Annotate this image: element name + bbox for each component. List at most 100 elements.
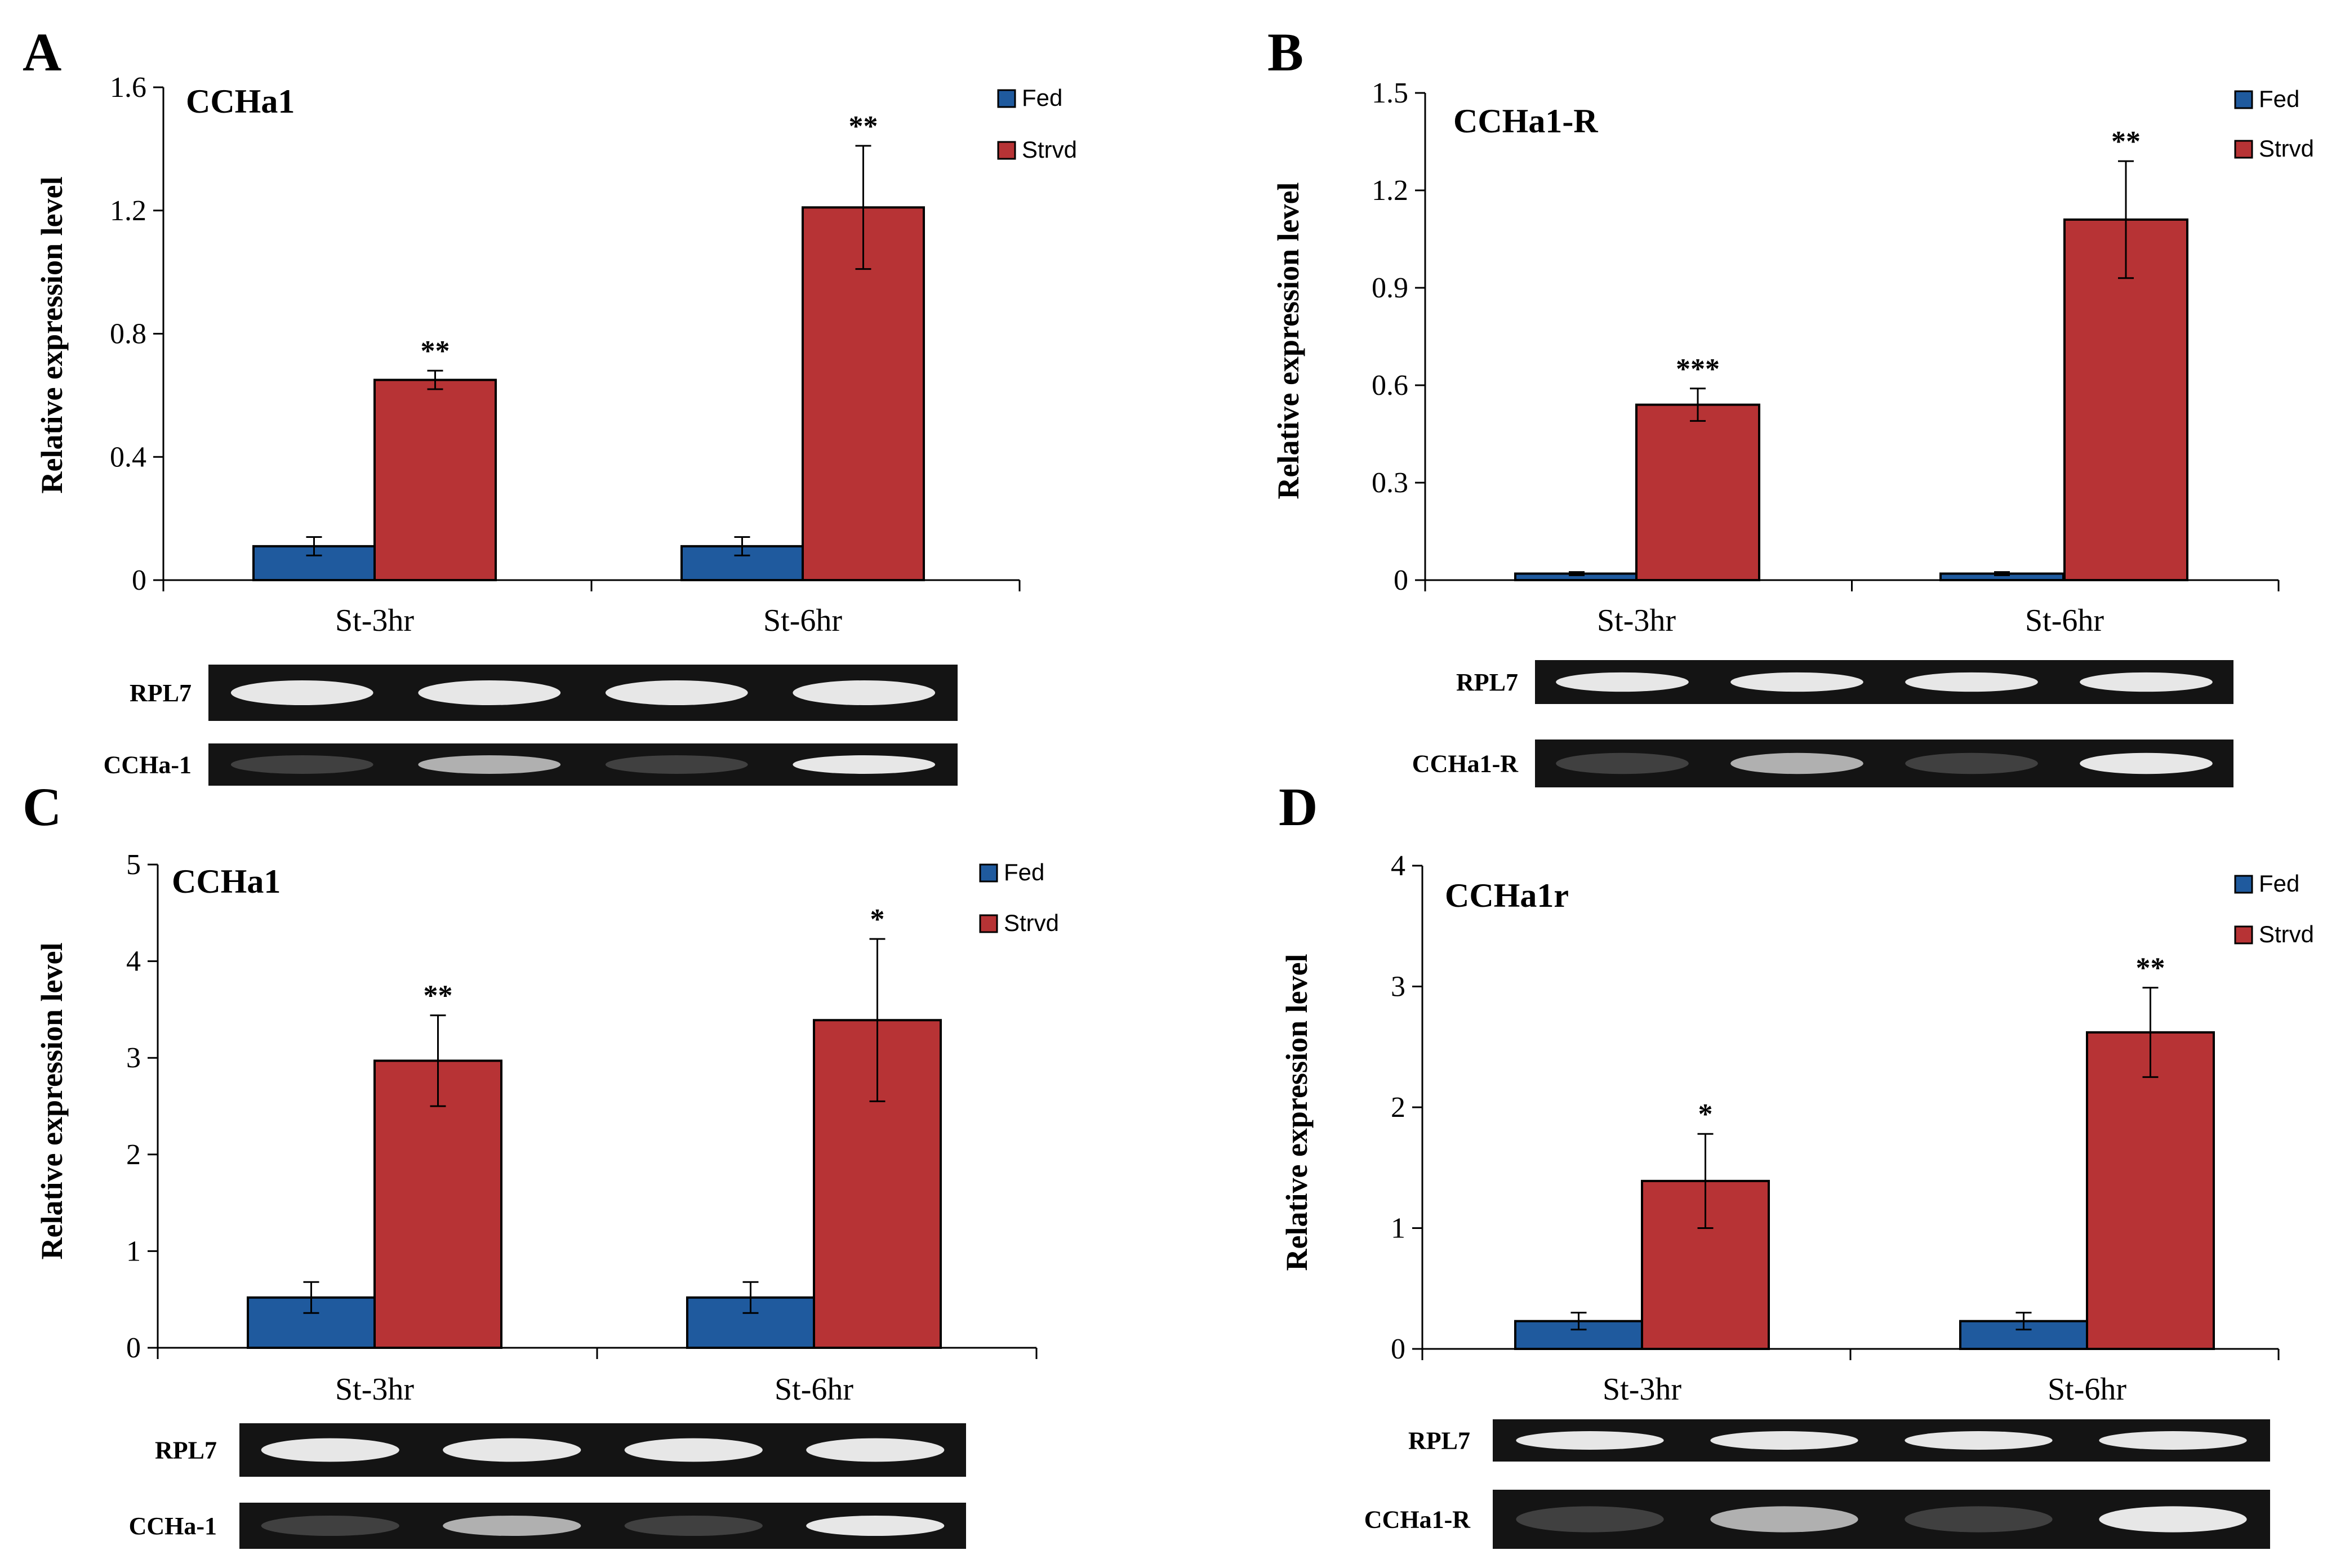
gel-label: RPL7 (155, 1437, 217, 1464)
gel-label: CCHa-1 (104, 751, 192, 779)
panel-letter: B (1267, 22, 1303, 82)
gel-band (1905, 672, 2038, 692)
y-axis-label: Relative expression level (1280, 954, 1314, 1271)
legend-swatch-fed (997, 89, 1016, 108)
y-tick-label: 0.8 (110, 318, 146, 350)
legend-label-fed: Fed (2259, 870, 2299, 897)
y-tick-label: 4 (126, 946, 141, 978)
y-tick-label: 0 (1391, 1333, 1405, 1365)
gel-band (443, 1438, 581, 1462)
y-tick-label: 1.6 (110, 72, 146, 104)
y-tick-label: 3 (126, 1042, 141, 1074)
significance-label: ** (424, 980, 453, 1012)
y-tick-label: 1.2 (110, 195, 146, 227)
significance-label: *** (1676, 353, 1720, 385)
x-tick-label: St-3hr (1603, 1372, 1681, 1407)
chart-title: CCHa1-R (1453, 103, 1598, 140)
gel-band (1730, 752, 1863, 774)
gel-band (2080, 752, 2213, 774)
y-tick-label: 3 (1391, 971, 1405, 1003)
gel-band (624, 1438, 763, 1462)
gel-label: CCHa1-R (1412, 750, 1519, 778)
x-tick-label: St-3hr (335, 1372, 414, 1407)
gel-band (605, 755, 748, 774)
chart-title: CCHa1 (172, 863, 281, 900)
y-tick-label: 0 (132, 564, 146, 596)
legend-swatch-strvd (2234, 140, 2253, 159)
x-tick-label: St-3hr (335, 603, 414, 638)
significance-label: ** (421, 335, 450, 367)
legend-swatch-fed (2234, 875, 2253, 894)
bar-strvd (2086, 1031, 2215, 1350)
gel-band (624, 1515, 763, 1536)
legend-swatch-strvd (979, 914, 998, 933)
gel-band (806, 1438, 945, 1462)
y-tick-label: 0.9 (1372, 272, 1408, 304)
legend-label-fed: Fed (1004, 859, 1044, 885)
bar-strvd (1635, 403, 1760, 581)
gel-band (793, 755, 936, 774)
panel-letter: C (23, 777, 61, 837)
gel-label: RPL7 (130, 679, 192, 707)
chart-title: CCHa1 (186, 83, 295, 120)
y-axis-label: Relative expression level (1271, 182, 1305, 500)
legend-label-strvd: Strvd (1004, 910, 1059, 936)
gel-band (2080, 672, 2213, 692)
gel-band (1710, 1506, 1858, 1533)
x-tick-label: St-6hr (2025, 603, 2104, 638)
y-tick-label: 0.6 (1372, 369, 1408, 402)
significance-label: ** (849, 110, 878, 142)
significance-label: * (870, 903, 885, 936)
x-tick-label: St-3hr (1597, 603, 1676, 638)
y-tick-label: 1.2 (1372, 175, 1408, 207)
legend-swatch-strvd (997, 141, 1016, 160)
significance-label: ** (2111, 126, 2141, 158)
y-tick-label: 0.4 (110, 441, 146, 473)
gel-band (605, 680, 748, 705)
y-tick-label: 2 (126, 1139, 141, 1171)
y-axis-label: Relative expression level (35, 943, 69, 1260)
gel-band (2099, 1506, 2247, 1533)
legend-label-fed: Fed (2259, 86, 2299, 112)
gel-band (1905, 752, 2038, 774)
gel-band (1556, 752, 1689, 774)
bar-strvd (373, 378, 497, 581)
y-tick-label: 1 (126, 1235, 141, 1267)
gel-band (806, 1515, 945, 1536)
x-tick-label: St-6hr (763, 603, 842, 638)
gel-band (261, 1438, 399, 1462)
significance-label: ** (2136, 952, 2165, 985)
significance-label: * (1698, 1098, 1713, 1130)
legend-label-fed: Fed (1022, 84, 1062, 111)
gel-label: CCHa1-R (1364, 1506, 1471, 1534)
legend-label-strvd: Strvd (2259, 135, 2314, 162)
gel-band (1516, 1506, 1664, 1533)
gel-band (230, 755, 373, 774)
gel-band (261, 1515, 399, 1536)
y-axis-label: Relative expression level (35, 177, 69, 494)
gel-band (1516, 1431, 1664, 1450)
gel-label: RPL7 (1408, 1427, 1470, 1455)
y-tick-label: 0 (1394, 564, 1408, 596)
gel-band (2099, 1431, 2247, 1450)
legend-label-strvd: Strvd (2259, 921, 2314, 947)
x-tick-label: St-6hr (2048, 1372, 2126, 1407)
gel-band (793, 680, 936, 705)
legend-swatch-fed (2234, 90, 2253, 109)
gel-band (1556, 672, 1689, 692)
gel-band (1730, 672, 1863, 692)
gel-band (1710, 1431, 1858, 1450)
gel-band (1905, 1431, 2053, 1450)
panel-letter: A (23, 22, 61, 82)
y-tick-label: 0 (126, 1332, 141, 1364)
gel-band (230, 680, 373, 705)
bar-strvd (373, 1059, 502, 1349)
y-tick-label: 1.5 (1372, 77, 1408, 109)
gel-label: RPL7 (1456, 669, 1518, 696)
y-tick-label: 0.3 (1372, 467, 1408, 499)
y-tick-label: 5 (126, 849, 141, 881)
chart-title: CCHa1r (1445, 877, 1569, 914)
gel-band (1905, 1506, 2053, 1533)
gel-band (418, 755, 561, 774)
